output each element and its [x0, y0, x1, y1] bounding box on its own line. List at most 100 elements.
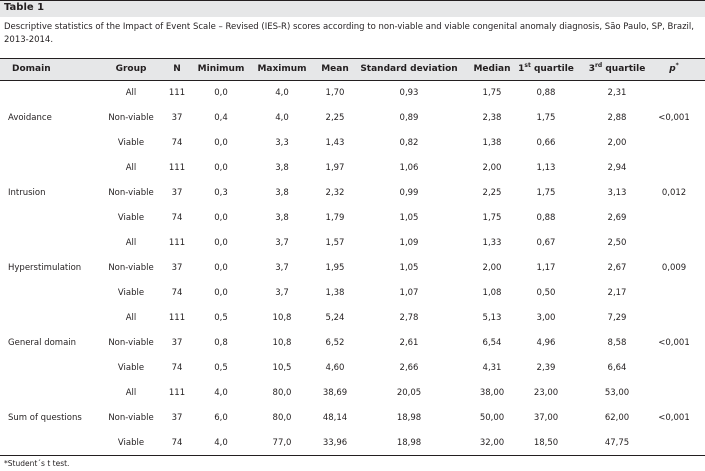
cell-n: 37 [171, 338, 183, 348]
cell-third-quartile: 47,75 [604, 438, 630, 448]
header-p-value: p* [669, 62, 679, 75]
cell-standard-deviation: 1,05 [399, 213, 419, 223]
top-rule [0, 58, 705, 59]
cell-minimum: 0,3 [214, 188, 228, 198]
cell-minimum: 6,0 [214, 413, 228, 423]
cell-mean: 5,24 [325, 313, 345, 323]
cell-median: 2,00 [482, 163, 502, 173]
cell-first-quartile: 0,50 [536, 288, 556, 298]
cell-group: Non-viable [108, 338, 154, 348]
cell-mean: 1,57 [325, 238, 345, 248]
header-domain: Domain [12, 64, 51, 74]
cell-group: All [125, 313, 137, 323]
cell-median: 2,38 [482, 113, 502, 123]
cell-group: Viable [117, 213, 145, 223]
cell-third-quartile: 7,29 [607, 313, 627, 323]
cell-maximum: 77,0 [272, 438, 292, 448]
cell-p-value: <0,001 [658, 413, 690, 423]
cell-median: 2,00 [482, 263, 502, 273]
header-third-quartile: 3rd quartile [588, 62, 646, 75]
cell-standard-deviation: 0,82 [399, 138, 419, 148]
cell-minimum: 0,8 [214, 338, 228, 348]
cell-mean: 6,52 [325, 338, 345, 348]
cell-minimum: 0,0 [214, 88, 228, 98]
bottom-rule [0, 455, 705, 456]
cell-third-quartile: 2,94 [607, 163, 627, 173]
cell-maximum: 3,7 [275, 263, 289, 273]
cell-p-value: <0,001 [658, 113, 690, 123]
cell-minimum: 4,0 [214, 388, 228, 398]
cell-standard-deviation: 18,98 [396, 413, 422, 423]
cell-first-quartile: 1,75 [536, 188, 556, 198]
cell-n: 111 [168, 238, 186, 248]
cell-first-quartile: 3,00 [536, 313, 556, 323]
cell-n: 37 [171, 263, 183, 273]
cell-group: All [125, 388, 137, 398]
cell-median: 1,33 [482, 238, 502, 248]
cell-minimum: 0,0 [214, 163, 228, 173]
cell-mean: 48,14 [322, 413, 348, 423]
header-maximum: Maximum [257, 64, 307, 74]
cell-p-value: <0,001 [658, 338, 690, 348]
cell-mean: 1,38 [325, 288, 345, 298]
cell-n: 111 [168, 388, 186, 398]
header-rule [0, 80, 705, 81]
cell-group: All [125, 238, 137, 248]
cell-median: 1,38 [482, 138, 502, 148]
cell-group: Viable [117, 288, 145, 298]
header-mean: Mean [321, 64, 349, 74]
table-caption: Descriptive statistics of the Impact of … [4, 22, 694, 45]
header-n: N [173, 64, 181, 74]
cell-first-quartile: 18,50 [533, 438, 559, 448]
cell-maximum: 10,5 [272, 363, 292, 373]
cell-minimum: 0,0 [214, 263, 228, 273]
column-header-row [0, 59, 705, 80]
cell-standard-deviation: 0,99 [399, 188, 419, 198]
cell-group: Viable [117, 363, 145, 373]
header-first-quartile: 1st quartile [518, 62, 574, 75]
cell-first-quartile: 1,75 [536, 113, 556, 123]
cell-n: 111 [168, 88, 186, 98]
cell-n: 74 [171, 438, 183, 448]
cell-median: 1,75 [482, 88, 502, 98]
cell-third-quartile: 2,69 [607, 213, 627, 223]
cell-n: 111 [168, 163, 186, 173]
cell-third-quartile: 53,00 [604, 388, 630, 398]
cell-third-quartile: 6,64 [607, 363, 627, 373]
cell-median: 4,31 [482, 363, 502, 373]
cell-third-quartile: 2,50 [607, 238, 627, 248]
cell-third-quartile: 2,67 [607, 263, 627, 273]
cell-mean: 1,97 [325, 163, 345, 173]
header-median: Median [473, 64, 511, 74]
cell-n: 37 [171, 188, 183, 198]
cell-first-quartile: 37,00 [533, 413, 559, 423]
cell-mean: 38,69 [322, 388, 348, 398]
cell-first-quartile: 2,39 [536, 363, 556, 373]
cell-median: 50,00 [479, 413, 505, 423]
cell-domain: Sum of questions [8, 413, 82, 423]
cell-minimum: 0,5 [214, 363, 228, 373]
cell-standard-deviation: 0,93 [399, 88, 419, 98]
cell-first-quartile: 1,13 [536, 163, 556, 173]
cell-group: Non-viable [108, 188, 154, 198]
cell-group: Viable [117, 438, 145, 448]
cell-p-value: 0,012 [661, 188, 687, 198]
cell-mean: 1,95 [325, 263, 345, 273]
cell-maximum: 80,0 [272, 413, 292, 423]
cell-standard-deviation: 1,07 [399, 288, 419, 298]
header-standard-deviation: Standard deviation [360, 64, 458, 74]
cell-minimum: 0,0 [214, 138, 228, 148]
cell-median: 1,08 [482, 288, 502, 298]
cell-third-quartile: 3,13 [607, 188, 627, 198]
cell-maximum: 3,7 [275, 238, 289, 248]
cell-p-value: 0,009 [661, 263, 687, 273]
cell-third-quartile: 2,88 [607, 113, 627, 123]
cell-n: 37 [171, 113, 183, 123]
header-group: Group [115, 64, 147, 74]
cell-minimum: 0,5 [214, 313, 228, 323]
cell-first-quartile: 0,66 [536, 138, 556, 148]
cell-standard-deviation: 2,78 [399, 313, 419, 323]
table-label-bar: Table 1 [0, 0, 705, 17]
cell-first-quartile: 0,67 [536, 238, 556, 248]
cell-maximum: 4,0 [275, 113, 289, 123]
